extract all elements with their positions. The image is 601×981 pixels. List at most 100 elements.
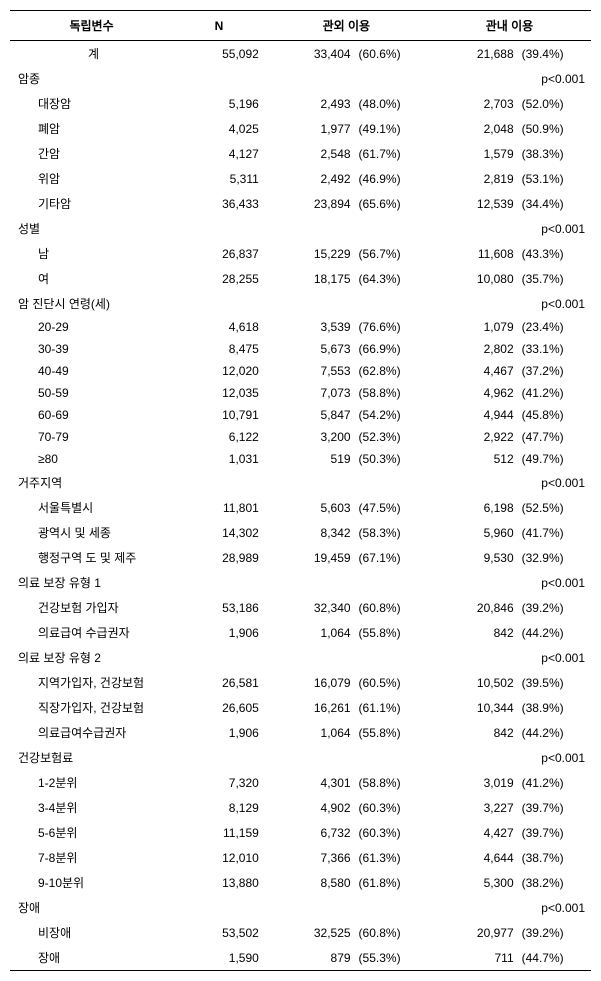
- cell-n: 8,129: [173, 795, 265, 820]
- p-value: p<0.001: [428, 645, 591, 670]
- row-label: 간암: [10, 141, 173, 166]
- row-label: 장애: [10, 945, 173, 971]
- cell-out-pct: (60.8%): [357, 595, 428, 620]
- table-row: 30-398,4755,673(66.9%)2,802(33.1%): [10, 338, 591, 360]
- row-label: 비장애: [10, 920, 173, 945]
- cell-out-value: 7,073: [265, 382, 357, 404]
- cell-n: 7,320: [173, 770, 265, 795]
- cell-in-pct: (33.1%): [520, 338, 591, 360]
- p-value: p<0.001: [428, 745, 591, 770]
- col-n: N: [173, 11, 265, 41]
- cell-in-value: 2,819: [428, 166, 520, 191]
- table-row: 40-4912,0207,553(62.8%)4,467(37.2%): [10, 360, 591, 382]
- col-out: 관외 이용: [265, 11, 428, 41]
- cell-out-pct: (67.1%): [357, 545, 428, 570]
- cell-in-pct: (41.2%): [520, 382, 591, 404]
- cell-out-pct: (48.0%): [357, 91, 428, 116]
- cell-out-pct: (61.3%): [357, 845, 428, 870]
- section-label: 암종: [10, 66, 173, 91]
- cell-in-value: 5,300: [428, 870, 520, 895]
- cell-in-pct: (39.7%): [520, 795, 591, 820]
- table-row: 9-10분위13,8808,580(61.8%)5,300(38.2%): [10, 870, 591, 895]
- row-label: 60-69: [10, 404, 173, 426]
- cell-out-value: 2,492: [265, 166, 357, 191]
- cell-n: 28,989: [173, 545, 265, 570]
- cell-n: 4,025: [173, 116, 265, 141]
- cell-n: 12,010: [173, 845, 265, 870]
- table-header-row: 독립변수 N 관외 이용 관내 이용: [10, 11, 591, 41]
- cell-out-pct: (60.5%): [357, 670, 428, 695]
- spacer: [173, 216, 428, 241]
- cell-in-value: 4,962: [428, 382, 520, 404]
- cell-in-value: 842: [428, 720, 520, 745]
- cell-in-value: 20,977: [428, 920, 520, 945]
- cell-out-value: 8,342: [265, 520, 357, 545]
- cell-n: 11,159: [173, 820, 265, 845]
- table-row: 암 진단시 연령(세)p<0.001: [10, 291, 591, 316]
- col-in: 관내 이용: [428, 11, 591, 41]
- spacer: [173, 66, 428, 91]
- cell-out-value: 1,064: [265, 720, 357, 745]
- table-row: 60-6910,7915,847(54.2%)4,944(45.8%): [10, 404, 591, 426]
- cell-out-pct: (58.8%): [357, 382, 428, 404]
- cell-out-value: 18,175: [265, 266, 357, 291]
- cell-in-value: 4,467: [428, 360, 520, 382]
- cell-in-pct: (52.0%): [520, 91, 591, 116]
- cell-in-value: 842: [428, 620, 520, 645]
- cell-out-value: 16,261: [265, 695, 357, 720]
- cell-out-value: 879: [265, 945, 357, 971]
- row-label: 광역시 및 세종: [10, 520, 173, 545]
- table-row: 직장가입자, 건강보험26,60516,261(61.1%)10,344(38.…: [10, 695, 591, 720]
- cell-n: 36,433: [173, 191, 265, 216]
- cell-n: 1,590: [173, 945, 265, 971]
- cell-n: 12,035: [173, 382, 265, 404]
- cell-out-value: 32,525: [265, 920, 357, 945]
- cell-out-pct: (54.2%): [357, 404, 428, 426]
- cell-in-pct: (45.8%): [520, 404, 591, 426]
- row-label: 5-6분위: [10, 820, 173, 845]
- cell-n: 28,255: [173, 266, 265, 291]
- section-label: 의료 보장 유형 2: [10, 645, 173, 670]
- table-row: 광역시 및 세종14,3028,342(58.3%)5,960(41.7%): [10, 520, 591, 545]
- cell-in-pct: (38.2%): [520, 870, 591, 895]
- cell-out-value: 5,603: [265, 495, 357, 520]
- table-row: 건강보험료p<0.001: [10, 745, 591, 770]
- table-row: 대장암5,1962,493(48.0%)2,703(52.0%): [10, 91, 591, 116]
- table-row: 기타암36,43323,894(65.6%)12,539(34.4%): [10, 191, 591, 216]
- cell-in-pct: (43.3%): [520, 241, 591, 266]
- spacer: [173, 470, 428, 495]
- row-label: 50-59: [10, 382, 173, 404]
- cell-in-value: 2,048: [428, 116, 520, 141]
- table-row: 5-6분위11,1596,732(60.3%)4,427(39.7%): [10, 820, 591, 845]
- cell-in-value: 9,530: [428, 545, 520, 570]
- cell-out-value: 5,673: [265, 338, 357, 360]
- cell-out-pct: (62.8%): [357, 360, 428, 382]
- section-label: 의료 보장 유형 1: [10, 570, 173, 595]
- cell-n: 1,906: [173, 720, 265, 745]
- cell-in-value: 2,802: [428, 338, 520, 360]
- cell-out-value: 7,553: [265, 360, 357, 382]
- row-label: 40-49: [10, 360, 173, 382]
- cell-in-pct: (38.7%): [520, 845, 591, 870]
- cell-out-pct: (60.3%): [357, 820, 428, 845]
- cell-in-value: 2,703: [428, 91, 520, 116]
- cell-n: 11,801: [173, 495, 265, 520]
- row-label: 행정구역 도 및 제주: [10, 545, 173, 570]
- row-label: 서울특별시: [10, 495, 173, 520]
- cell-n: 4,618: [173, 316, 265, 338]
- cell-out-value: 1,064: [265, 620, 357, 645]
- cell-in-pct: (41.2%): [520, 770, 591, 795]
- cell-in-value: 12,539: [428, 191, 520, 216]
- stats-table: 독립변수 N 관외 이용 관내 이용 계55,09233,404(60.6%)2…: [10, 10, 591, 971]
- table-row: 3-4분위8,1294,902(60.3%)3,227(39.7%): [10, 795, 591, 820]
- cell-in-pct: (34.4%): [520, 191, 591, 216]
- table-row: 장애1,590879(55.3%)711(44.7%): [10, 945, 591, 971]
- spacer: [173, 570, 428, 595]
- table-row: 50-5912,0357,073(58.8%)4,962(41.2%): [10, 382, 591, 404]
- section-label: 장애: [10, 895, 173, 920]
- cell-in-pct: (23.4%): [520, 316, 591, 338]
- cell-out-value: 2,548: [265, 141, 357, 166]
- p-value: p<0.001: [428, 895, 591, 920]
- cell-in-value: 1,579: [428, 141, 520, 166]
- cell-out-pct: (56.7%): [357, 241, 428, 266]
